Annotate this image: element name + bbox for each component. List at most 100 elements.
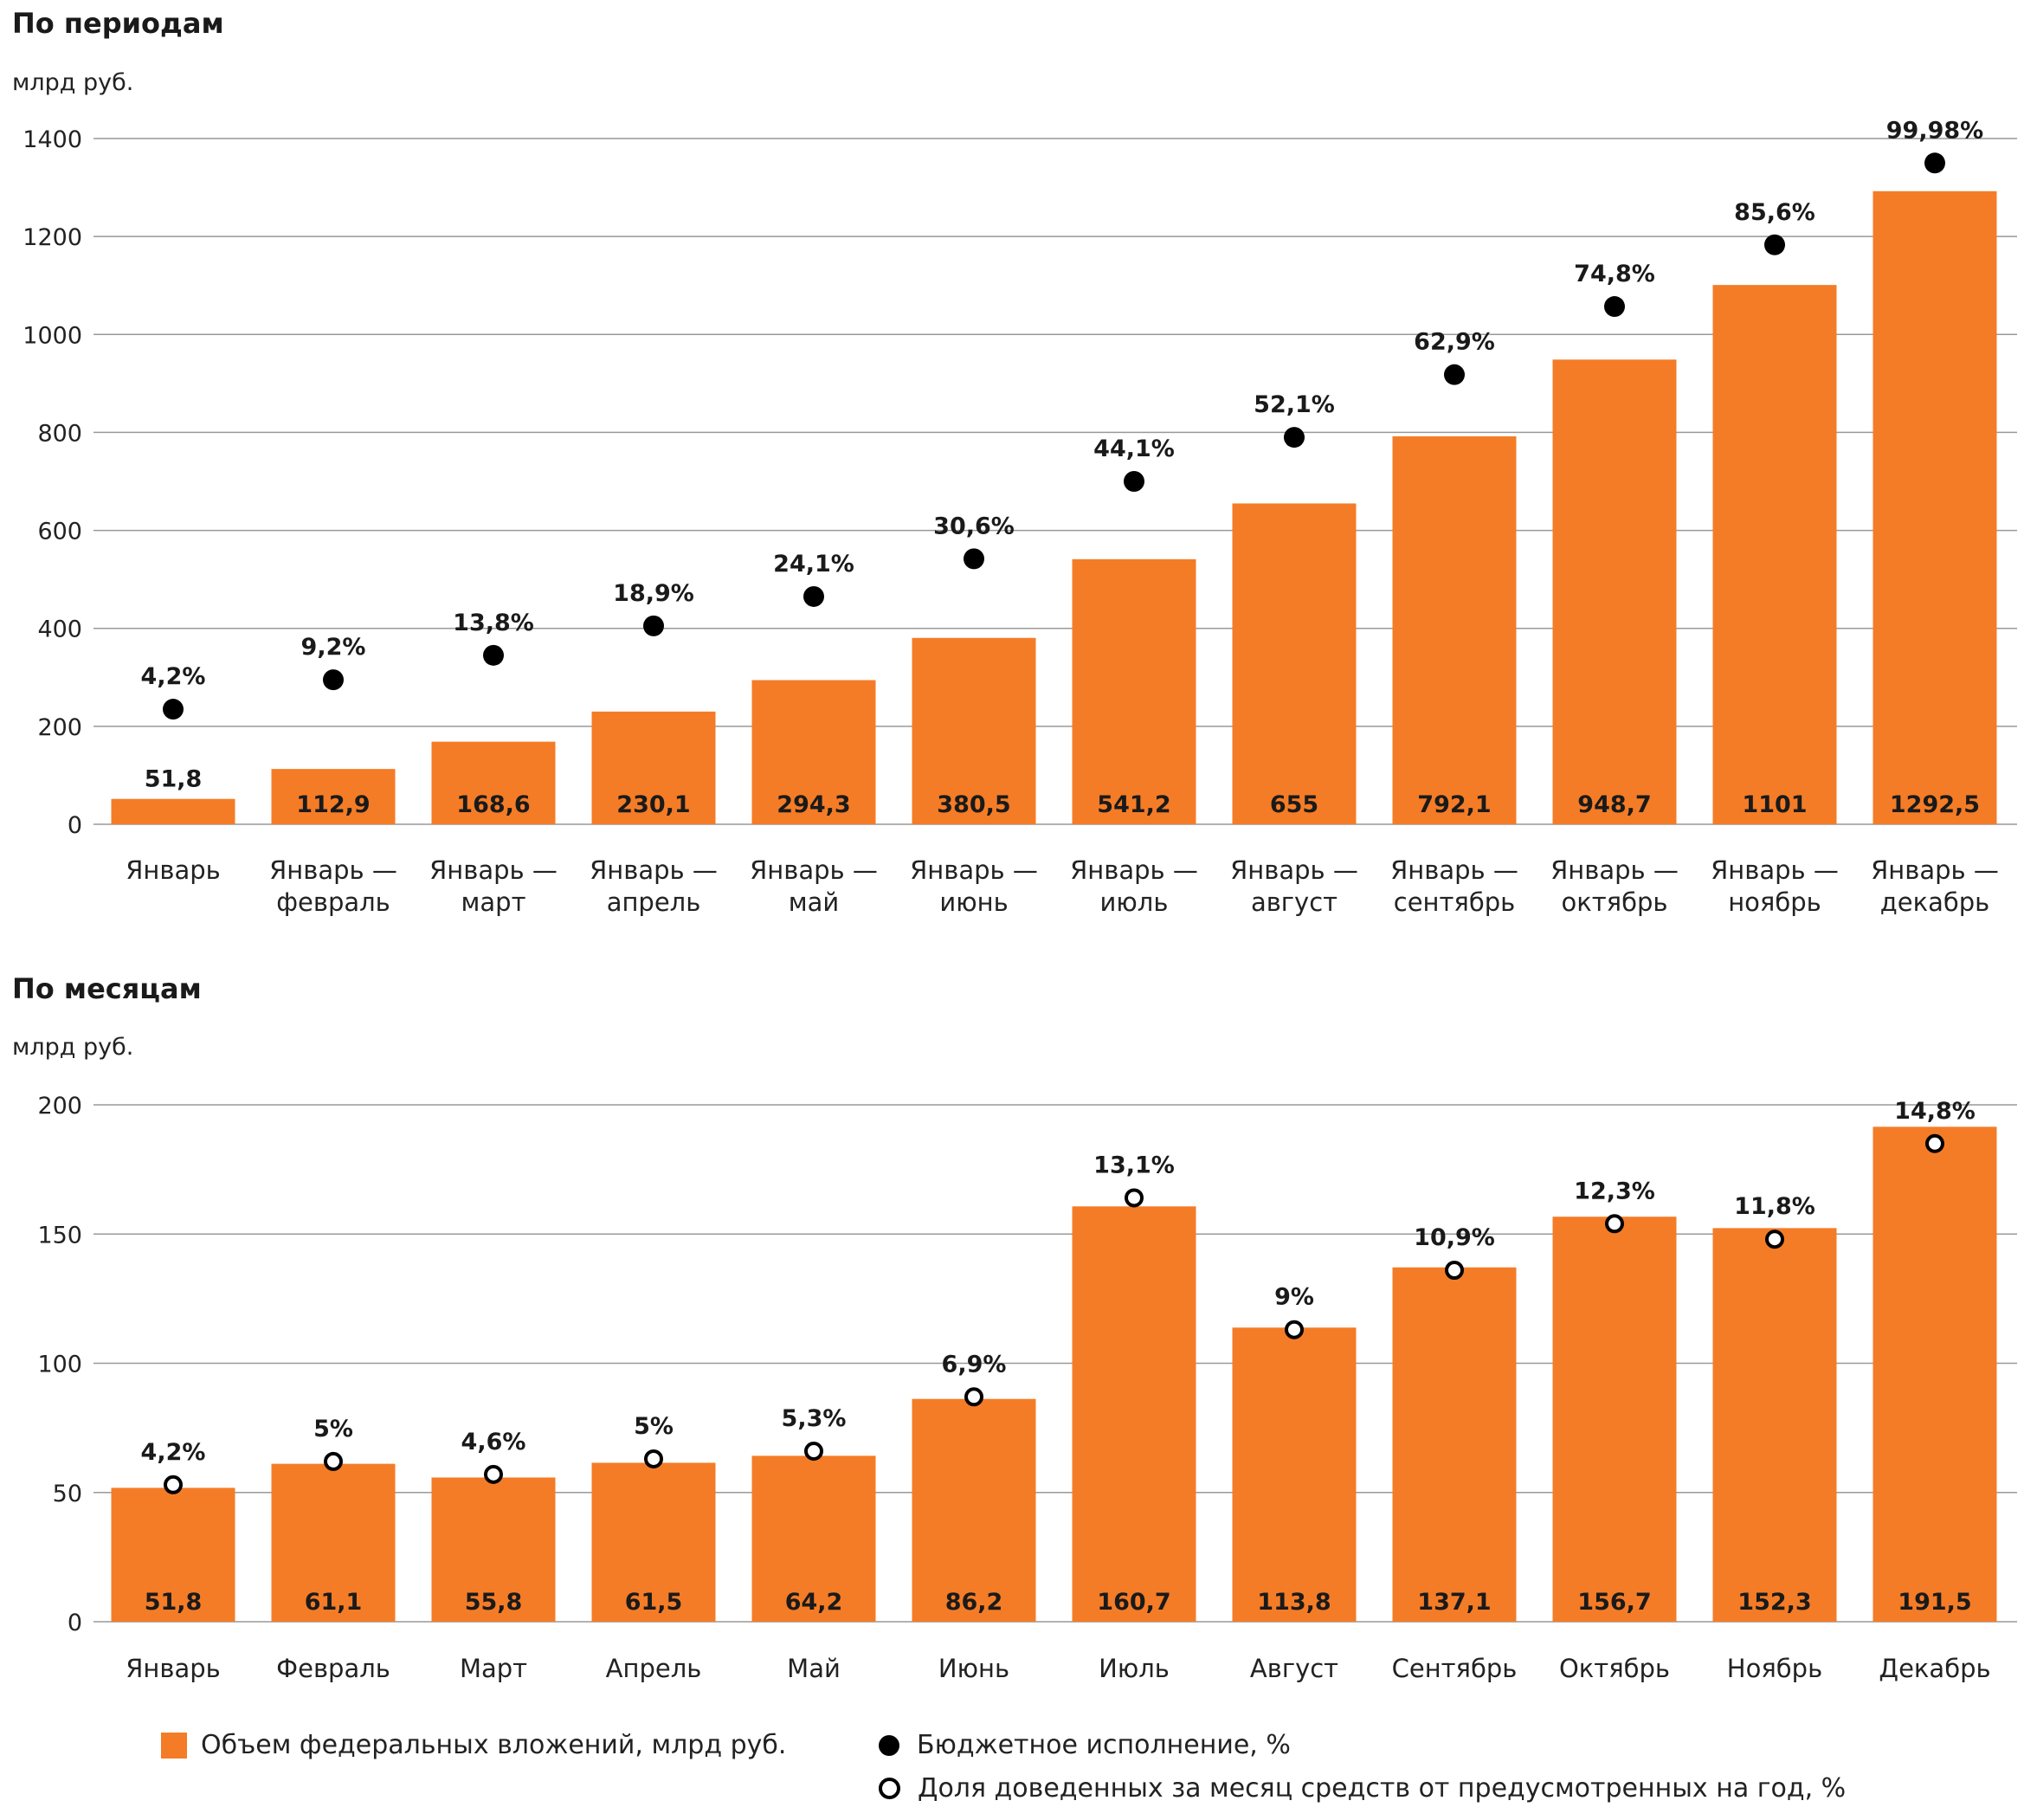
chart1-title: По периодам (12, 7, 224, 40)
chart1-budget-execution-marker-2 (483, 644, 504, 666)
chart2-bar-value-label-5: 86,2 (945, 1589, 1003, 1616)
chart1-category-label-line2-9: октябрь (1562, 887, 1668, 917)
chart2-monthly-share-marker-8 (1445, 1261, 1464, 1281)
chart2-y-tick-0: 0 (68, 1610, 82, 1636)
chart2-y-tick-4: 200 (37, 1093, 82, 1120)
chart2-bar-value-label-3: 61,5 (625, 1589, 683, 1616)
chart2-bar-3 (591, 1462, 716, 1622)
chart1-budget-execution-marker-9 (1604, 296, 1625, 318)
chart1-y-tick-6: 1200 (23, 224, 82, 251)
chart1-marker-label-0: 4,2% (141, 663, 206, 690)
chart2-category-label-7: Август (1250, 1654, 1338, 1683)
chart2-category-label-5: Июнь (938, 1654, 1009, 1683)
chart1-budget-execution-marker-8 (1444, 364, 1465, 385)
chart1-y-tick-5: 1000 (23, 322, 82, 349)
chart2-monthly-share-marker-3 (644, 1449, 663, 1468)
chart1-marker-label-8: 62,9% (1414, 329, 1495, 356)
chart2-bar-5 (912, 1398, 1036, 1622)
chart1-category-label-11: Январь — (1871, 855, 1999, 885)
chart2-bar-4 (751, 1455, 876, 1622)
chart1-category-label-line2-4: май (789, 887, 840, 917)
chart1-bar-4 (751, 680, 876, 824)
chart2-category-label-9: Октябрь (1559, 1654, 1670, 1683)
chart1-bar-value-label-9: 948,7 (1577, 791, 1651, 818)
chart2-bar-8 (1392, 1267, 1517, 1622)
chart2-marker-label-9: 12,3% (1574, 1178, 1655, 1204)
chart1-bar-0 (111, 798, 235, 824)
chart1-bar-6 (1072, 558, 1196, 824)
legend-hollow-dot-icon (879, 1778, 900, 1799)
chart2-monthly-share-marker-0 (164, 1475, 183, 1494)
chart1-bar-2 (431, 741, 556, 824)
legend-filled-label: Бюджетное исполнение, % (917, 1730, 1291, 1760)
chart1-category-label-0: Январь (126, 855, 220, 885)
chart1-budget-execution-marker-4 (803, 585, 824, 607)
chart2-y-tick-3: 150 (37, 1222, 82, 1249)
chart1-bar-1 (271, 769, 396, 824)
chart2-marker-label-11: 14,8% (1894, 1098, 1976, 1125)
chart2-bar-value-label-9: 156,7 (1577, 1589, 1651, 1616)
legend-bar-swatch (161, 1732, 187, 1759)
chart1-marker-label-5: 30,6% (933, 513, 1015, 539)
chart1-category-label-4: Январь — (750, 855, 878, 885)
chart2-bar-value-label-2: 55,8 (465, 1589, 523, 1616)
chart1-budget-execution-marker-11 (1924, 152, 1945, 174)
chart2-bar-value-label-1: 61,1 (305, 1589, 363, 1616)
chart2-bar-6 (1072, 1206, 1196, 1622)
chart1-bar-value-label-11: 1292,5 (1890, 791, 1980, 818)
chart1-marker-label-1: 9,2% (301, 634, 366, 661)
legend-filled-dot-icon (879, 1734, 899, 1756)
legend-bar-label: Объем федеральных вложений, млрд руб. (201, 1730, 787, 1760)
chart1-bar-8 (1392, 436, 1517, 824)
chart1-category-label-line2-5: июнь (939, 887, 1008, 917)
chart2-monthly-share-marker-10 (1765, 1229, 1784, 1249)
chart2-bar-value-label-8: 137,1 (1417, 1589, 1491, 1616)
chart2-title: По месяцам (12, 972, 202, 1005)
chart2-bar-value-label-6: 160,7 (1097, 1589, 1170, 1616)
chart1-y-tick-7: 1400 (23, 126, 82, 153)
chart2-monthly-share-marker-4 (804, 1441, 823, 1461)
chart1-bar-9 (1552, 359, 1677, 824)
legend-bar-item: Объем федеральных вложений, млрд руб. (161, 1730, 786, 1760)
chart2-monthly-share-marker-2 (484, 1464, 503, 1484)
chart1-category-label-line2-8: сентябрь (1394, 887, 1515, 917)
legend-hollow-item: Доля доведенных за месяц средств от пред… (879, 1773, 1846, 1804)
chart1-unit-label: млрд руб. (12, 69, 134, 96)
chart2-marker-label-10: 11,8% (1734, 1193, 1815, 1220)
chart2-bar-9 (1552, 1217, 1677, 1622)
chart1-marker-label-7: 52,1% (1254, 391, 1335, 418)
chart1-category-label-8: Январь — (1390, 855, 1518, 885)
chart1-category-label-1: Январь — (269, 855, 397, 885)
chart1-budget-execution-marker-1 (323, 669, 344, 691)
chart1-bar-value-label-10: 1101 (1742, 791, 1807, 818)
chart1-category-label-line2-3: апрель (607, 887, 701, 917)
chart2-category-label-1: Февраль (276, 1654, 390, 1683)
chart2-monthly-share-marker-1 (324, 1451, 343, 1471)
chart1-marker-label-3: 18,9% (613, 580, 694, 607)
chart2-category-label-2: Март (460, 1654, 527, 1683)
chart2-category-label-3: Апрель (606, 1654, 702, 1683)
chart2-bar-1 (271, 1463, 396, 1622)
chart1-bar-value-label-1: 112,9 (296, 791, 370, 818)
chart1-budget-execution-marker-3 (643, 615, 664, 636)
chart1-budget-execution-marker-10 (1764, 234, 1785, 255)
chart1-y-tick-4: 800 (37, 420, 82, 447)
chart2-category-label-11: Декабрь (1879, 1654, 1990, 1683)
chart1-category-label-7: Январь — (1230, 855, 1358, 885)
chart1-category-label-line2-10: ноябрь (1728, 887, 1821, 917)
chart1-category-label-6: Январь — (1070, 855, 1198, 885)
chart2-marker-label-8: 10,9% (1414, 1224, 1495, 1251)
chart2-unit-label: млрд руб. (12, 1034, 134, 1061)
chart2-monthly-share-marker-5 (964, 1387, 983, 1407)
chart2-bar-value-label-7: 113,8 (1257, 1589, 1331, 1616)
chart2-category-label-0: Январь (126, 1654, 220, 1683)
chart2-bar-value-label-11: 191,5 (1898, 1589, 1971, 1616)
chart1-category-label-3: Январь — (590, 855, 718, 885)
chart1-bar-value-label-7: 655 (1270, 791, 1318, 818)
chart1-bar-value-label-4: 294,3 (777, 791, 850, 818)
chart1-marker-label-4: 24,1% (773, 551, 854, 578)
chart2-monthly-share-marker-7 (1285, 1320, 1304, 1339)
chart1-category-label-10: Январь — (1711, 855, 1839, 885)
chart1-bar-value-label-5: 380,5 (937, 791, 1010, 818)
